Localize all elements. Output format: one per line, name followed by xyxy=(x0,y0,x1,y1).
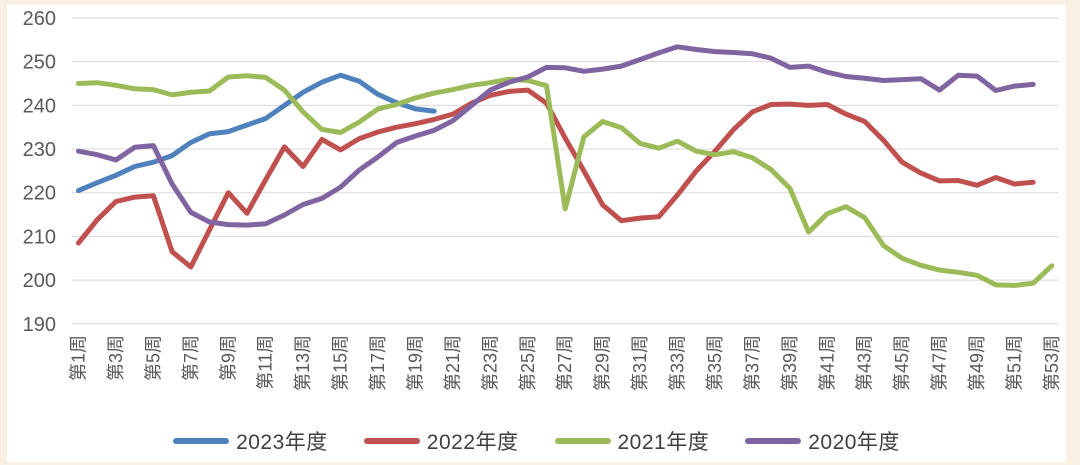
chart-legend: 2023年度 2022年度 2021年度 2020年度 xyxy=(7,426,1066,456)
series-line-2022年度 xyxy=(76,87,1036,270)
x-axis-tick-label: 第19周 xyxy=(405,335,425,391)
legend-label: 2021年度 xyxy=(617,431,710,454)
x-axis-tick-label: 第11周 xyxy=(256,335,276,390)
legend-label: 2020年度 xyxy=(808,431,900,454)
legend-line-swatch xyxy=(745,438,802,444)
x-axis-tick-label: 第35周 xyxy=(705,335,725,391)
y-axis-tick-label: 190 xyxy=(23,314,56,336)
legend-line-swatch xyxy=(363,438,420,444)
x-axis-tick-label: 第9周 xyxy=(218,335,238,381)
x-axis-tick-label: 第1周 xyxy=(69,335,89,381)
legend-item-2020年度: 2020年度 xyxy=(745,426,900,456)
y-axis-tick-label: 200 xyxy=(23,270,56,292)
x-axis-tick-label: 第7周 xyxy=(181,335,201,381)
y-axis-tick-label: 260 xyxy=(23,8,56,30)
x-axis-tick-label: 第41周 xyxy=(817,335,837,391)
legend-item-2023年度: 2023年度 xyxy=(173,426,328,456)
x-axis-tick-label: 第43周 xyxy=(855,335,875,391)
x-axis-tick-label: 第45周 xyxy=(892,335,912,391)
x-axis-tick-label: 第23周 xyxy=(480,335,500,391)
line-chart-plot-area: 190200210220230240250260第1周 第3周 第5周 第7周 第9周第… xyxy=(23,8,1062,391)
y-axis-tick-label: 250 xyxy=(23,52,56,74)
x-axis-tick-label: 第3周 xyxy=(106,335,126,381)
y-axis-tick-label: 220 xyxy=(23,183,56,205)
x-axis-tick-label: 第17周 xyxy=(368,335,388,391)
series-line-2021年度 xyxy=(76,73,1055,288)
x-axis-tick-label: 第53周 xyxy=(1042,335,1062,391)
x-axis-tick-label: 第21周 xyxy=(443,335,463,391)
y-axis-tick-label: 230 xyxy=(23,139,56,161)
legend-item-2022年度: 2022年度 xyxy=(363,426,519,456)
x-axis-tick-label: 第39周 xyxy=(780,335,800,391)
chart-card: 190 200 210 220 230 240 250 260 第1周 第3周 第5周 第7周 第9周第… xyxy=(7,5,1066,462)
legend-item-2021年度: 2021年度 xyxy=(554,426,710,456)
x-axis-tick-label: 第29周 xyxy=(593,335,613,391)
x-axis-tick-label: 第31周 xyxy=(630,335,650,391)
legend-line-swatch xyxy=(173,438,230,444)
series-line-2020年度 xyxy=(76,44,1036,228)
y-axis-tick-label: 210 xyxy=(23,226,56,248)
x-axis-tick-label: 第33周 xyxy=(668,335,688,391)
x-axis-tick-label: 第27周 xyxy=(555,335,575,391)
x-axis-tick-label: 第37周 xyxy=(742,335,762,391)
series-line-2023年度 xyxy=(76,72,437,194)
x-axis-tick-label: 第49周 xyxy=(967,335,987,391)
x-axis-tick-label: 第47周 xyxy=(930,335,950,391)
x-axis-tick-label: 第5周 xyxy=(143,335,163,381)
x-axis-tick-label: 第51周 xyxy=(1005,335,1025,391)
legend-label: 2023年度 xyxy=(236,431,328,454)
x-axis-tick-label: 第25周 xyxy=(518,335,538,391)
x-axis-tick-label: 第15周 xyxy=(331,335,351,391)
legend-line-swatch xyxy=(554,438,611,444)
y-axis-tick-label: 240 xyxy=(23,95,56,117)
x-axis-tick-label: 第13周 xyxy=(293,335,313,391)
legend-label: 2022年度 xyxy=(426,431,519,454)
